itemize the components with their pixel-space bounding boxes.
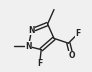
Text: O: O bbox=[68, 51, 75, 60]
Text: F: F bbox=[75, 29, 81, 38]
Text: N: N bbox=[28, 26, 35, 35]
Text: N: N bbox=[25, 42, 32, 51]
Text: F: F bbox=[37, 59, 42, 68]
